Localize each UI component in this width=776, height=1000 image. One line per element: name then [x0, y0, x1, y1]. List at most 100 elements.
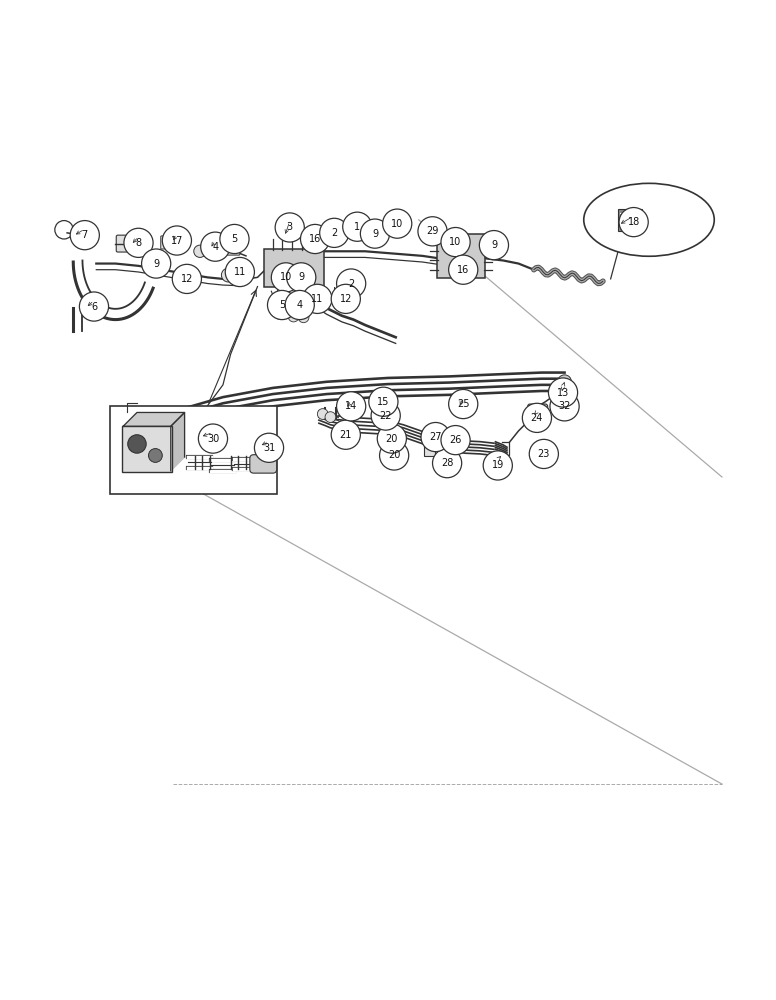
Text: 19: 19	[492, 460, 504, 470]
Circle shape	[325, 412, 336, 422]
Circle shape	[303, 284, 332, 313]
Circle shape	[79, 292, 109, 321]
FancyBboxPatch shape	[123, 426, 171, 472]
Text: 12: 12	[340, 294, 352, 304]
Text: 9: 9	[153, 259, 159, 269]
Circle shape	[124, 228, 153, 257]
Text: 31: 31	[263, 443, 275, 453]
Text: 3: 3	[286, 222, 293, 232]
Text: 18: 18	[628, 217, 639, 227]
Text: 11: 11	[311, 294, 324, 304]
Ellipse shape	[584, 183, 714, 256]
Text: 29: 29	[426, 226, 438, 236]
Circle shape	[522, 403, 552, 432]
Text: 10: 10	[449, 237, 462, 247]
FancyBboxPatch shape	[618, 209, 642, 231]
Circle shape	[172, 264, 202, 293]
Circle shape	[194, 245, 206, 257]
Circle shape	[221, 268, 235, 282]
Text: 24: 24	[531, 413, 543, 423]
Circle shape	[148, 449, 162, 462]
Text: 1: 1	[354, 222, 360, 232]
Circle shape	[619, 208, 648, 237]
Text: 11: 11	[234, 267, 246, 277]
Text: 16: 16	[309, 234, 321, 244]
FancyBboxPatch shape	[250, 455, 277, 473]
Text: 20: 20	[388, 450, 400, 460]
Polygon shape	[171, 412, 185, 471]
Circle shape	[133, 457, 144, 469]
Circle shape	[331, 420, 360, 449]
Circle shape	[70, 221, 99, 250]
Text: 5: 5	[231, 234, 237, 244]
Circle shape	[449, 255, 478, 284]
Circle shape	[300, 224, 330, 254]
Circle shape	[529, 439, 559, 469]
Circle shape	[480, 231, 508, 260]
Circle shape	[441, 426, 470, 455]
Circle shape	[553, 393, 568, 408]
Text: 9: 9	[372, 229, 378, 239]
Circle shape	[199, 424, 227, 453]
Text: 30: 30	[207, 434, 219, 444]
FancyBboxPatch shape	[424, 432, 435, 456]
Text: 17: 17	[171, 236, 183, 246]
Circle shape	[275, 309, 286, 320]
Circle shape	[133, 451, 144, 463]
Text: 2: 2	[348, 279, 355, 289]
Circle shape	[360, 219, 390, 248]
Circle shape	[141, 249, 171, 278]
FancyBboxPatch shape	[265, 249, 324, 287]
Circle shape	[272, 263, 300, 292]
Circle shape	[449, 389, 478, 419]
Text: 15: 15	[377, 397, 390, 407]
FancyBboxPatch shape	[528, 404, 548, 420]
Circle shape	[532, 445, 551, 463]
Circle shape	[320, 218, 349, 247]
Circle shape	[268, 290, 296, 320]
Circle shape	[352, 404, 362, 415]
Circle shape	[337, 269, 365, 298]
FancyBboxPatch shape	[437, 234, 485, 278]
Circle shape	[285, 290, 314, 320]
Circle shape	[220, 224, 249, 254]
Circle shape	[255, 433, 283, 462]
Text: 14: 14	[345, 401, 357, 411]
Text: 7: 7	[81, 230, 88, 240]
Circle shape	[331, 284, 360, 313]
Text: 9: 9	[298, 272, 304, 282]
Text: 2: 2	[331, 228, 338, 238]
Circle shape	[432, 449, 462, 478]
Text: 26: 26	[449, 435, 462, 445]
Text: 4: 4	[296, 300, 303, 310]
Circle shape	[298, 312, 309, 323]
Text: 32: 32	[559, 401, 571, 411]
Circle shape	[483, 451, 512, 480]
Text: 22: 22	[379, 411, 392, 421]
Circle shape	[369, 387, 398, 416]
Circle shape	[383, 209, 412, 238]
Text: 10: 10	[280, 272, 292, 282]
Text: 20: 20	[386, 434, 398, 444]
Text: 12: 12	[181, 274, 193, 284]
Text: 28: 28	[441, 458, 453, 468]
Circle shape	[337, 392, 365, 421]
Circle shape	[288, 311, 299, 322]
Text: 10: 10	[391, 219, 404, 229]
Circle shape	[549, 378, 577, 407]
Circle shape	[275, 213, 304, 242]
Circle shape	[379, 441, 409, 470]
Circle shape	[317, 409, 328, 419]
Circle shape	[421, 422, 450, 452]
Circle shape	[550, 392, 579, 421]
Text: 16: 16	[457, 265, 469, 275]
FancyBboxPatch shape	[224, 244, 240, 255]
FancyBboxPatch shape	[116, 235, 142, 252]
Text: 25: 25	[457, 399, 469, 409]
Bar	[110, 406, 278, 494]
Text: 21: 21	[340, 430, 352, 440]
Circle shape	[201, 232, 230, 261]
Text: 8: 8	[136, 238, 141, 248]
Text: 27: 27	[429, 432, 442, 442]
Circle shape	[418, 217, 447, 246]
